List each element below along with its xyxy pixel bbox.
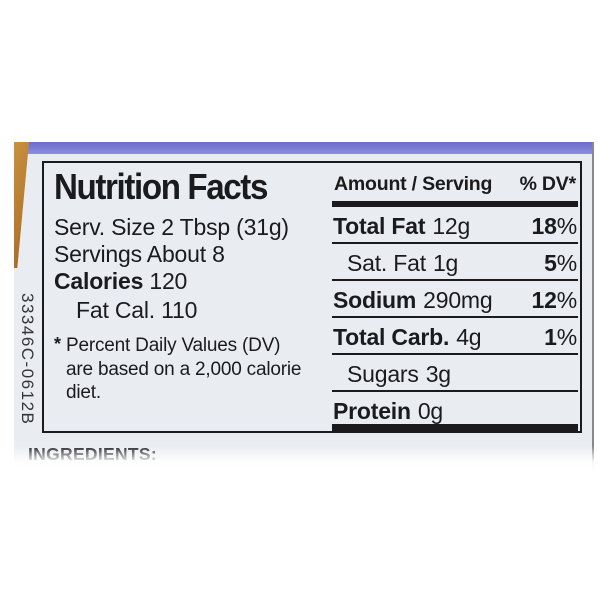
nutrient-row-protein: Protein 0g	[333, 398, 444, 424]
servings-line: Servings About 8	[54, 241, 225, 267]
nutrition-facts-panel: Nutrition Facts Serv. Size 2 Tbsp (31g) …	[42, 161, 582, 433]
daily-value-footnote: * Percent Daily Values (DV) are based on…	[54, 334, 326, 405]
lot-code-vertical: 33346C-0612B	[18, 293, 37, 426]
header-percent-dv: % DV*	[519, 173, 577, 195]
package-top-edge-strip	[14, 142, 592, 154]
nutrient-row-sat-fat: Sat. Fat 1g 5%	[332, 244, 578, 281]
footnote-asterisk: *	[54, 334, 62, 354]
nutrition-table: Amount / Serving % DV* Total Fat 12g 18% …	[332, 171, 578, 431]
calories-label: Calories	[54, 268, 144, 294]
product-label-photo: Nutrition Facts Serv. Size 2 Tbsp (31g) …	[11, 142, 595, 474]
nutrition-left-column: Nutrition Facts Serv. Size 2 Tbsp (31g) …	[54, 165, 326, 405]
photo-bottom-fade	[11, 446, 595, 474]
nutrient-row-total-carb: Total Carb. 4g 1%	[332, 318, 578, 355]
nutrient-row-sugars: Sugars 3g	[332, 355, 578, 392]
fat-calories-line: Fat Cal. 110	[76, 297, 198, 323]
nutrition-facts-title: Nutrition Facts	[54, 166, 268, 207]
footnote-text: Percent Daily Values (DV) are based on a…	[66, 335, 302, 403]
calories-line: Calories 120	[54, 268, 326, 295]
calories-value: 120	[149, 268, 188, 294]
nutrient-row-total-fat: Total Fat 12g 18%	[332, 207, 578, 244]
serving-size-line: Serv. Size 2 Tbsp (31g)	[54, 214, 289, 240]
table-bottom-bar	[332, 424, 578, 431]
nutrient-row-sodium: Sodium 290mg 12%	[332, 281, 578, 318]
jar-contents-edge	[14, 142, 29, 268]
table-header-row: Amount / Serving % DV*	[332, 171, 578, 207]
header-amount-serving: Amount / Serving	[334, 173, 493, 195]
